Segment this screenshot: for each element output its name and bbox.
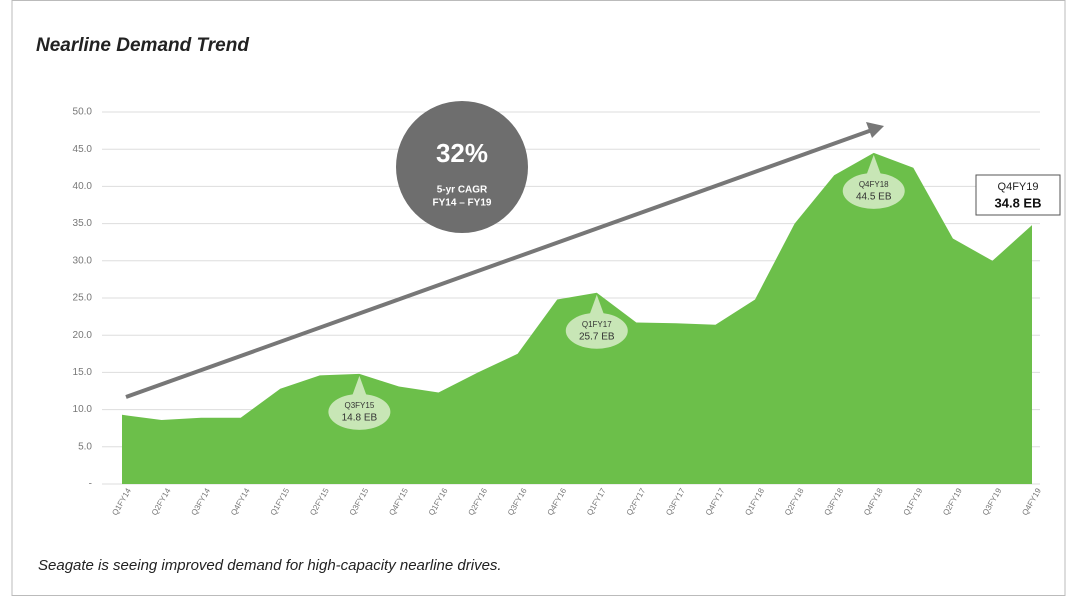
callout — [328, 393, 391, 430]
trend-arrow — [125, 128, 873, 399]
x-tick-label: Q3FY19 — [981, 486, 1004, 517]
x-tick-label: Q2FY19 — [941, 486, 964, 517]
x-tick-label: Q2FY15 — [308, 486, 331, 517]
annotations: 32% 5-yr CAGR FY14 – FY19 Q3FY15 14.8 EB Q1FY… — [125, 101, 1061, 430]
x-tick-label: Q2FY14 — [150, 486, 173, 517]
callout-category: Q4FY18 — [859, 180, 889, 189]
x-tick-label: Q2FY16 — [466, 486, 489, 517]
footnote: Seagate is seeing improved demand for hi… — [38, 557, 502, 574]
x-tick-label: Q4FY18 — [862, 486, 885, 517]
callout-pointer — [865, 154, 882, 177]
x-tick-label: Q1FY16 — [427, 486, 450, 517]
trend-arrow-head — [866, 122, 884, 138]
y-tick-label: 15.0 — [73, 367, 93, 378]
x-tick-label: Q2FY18 — [783, 486, 806, 517]
y-tick-label: 50.0 — [73, 107, 93, 118]
x-tick-label: Q3FY14 — [189, 486, 212, 517]
x-tick-label: Q4FY17 — [704, 486, 727, 517]
y-tick-label: 10.0 — [73, 404, 93, 415]
x-tick-label: Q4FY19 — [1020, 486, 1043, 517]
y-tick-label: 25.0 — [73, 293, 93, 304]
x-tick-label: Q1FY14 — [110, 486, 133, 517]
data-label: 44.5 EB — [856, 192, 892, 203]
x-tick-label: Q4FY14 — [229, 486, 252, 517]
y-tick-label: 30.0 — [73, 255, 93, 266]
x-tick-label: Q3FY15 — [348, 486, 371, 517]
data-label: 14.8 EB — [342, 413, 378, 424]
y-tick-label: 5.0 — [78, 441, 92, 452]
callout — [565, 312, 628, 349]
y-tick-label: 20.0 — [73, 330, 93, 341]
badge-line: FY14 – FY19 — [433, 198, 492, 209]
y-tick-label: 45.0 — [73, 144, 93, 155]
x-tick-label: Q3FY17 — [664, 486, 687, 517]
data-label: 34.8 EB — [995, 195, 1042, 210]
callout-pointer — [588, 294, 605, 317]
x-tick-label: Q4FY16 — [546, 486, 569, 517]
x-tick-label: Q2FY17 — [625, 486, 648, 517]
x-tick-label: Q1FY17 — [585, 486, 608, 517]
badge-value: 32% — [436, 138, 488, 168]
x-tick-label: Q4FY15 — [387, 486, 410, 517]
y-tick-label: 35.0 — [73, 218, 93, 229]
callout-pointer — [351, 375, 368, 398]
x-tick-label: Q3FY18 — [822, 486, 845, 517]
x-tick-label: Q1FY19 — [902, 486, 925, 517]
callout-box — [975, 174, 1061, 216]
callout-category: Q3FY15 — [344, 401, 374, 410]
y-tick-label: - — [89, 479, 92, 490]
chart-title: Nearline Demand Trend — [36, 35, 249, 56]
badge-line: 5-yr CAGR — [437, 185, 488, 196]
x-tick-label: Q1FY18 — [743, 486, 766, 517]
y-tick-label: 40.0 — [73, 181, 93, 192]
data-label: 25.7 EB — [579, 331, 615, 342]
callout-category: Q4FY19 — [998, 181, 1039, 193]
badge — [396, 101, 528, 233]
callout — [842, 172, 905, 209]
callout-category: Q1FY17 — [582, 320, 612, 329]
x-tick-label: Q1FY15 — [269, 486, 292, 517]
x-tick-label: Q3FY16 — [506, 486, 529, 517]
